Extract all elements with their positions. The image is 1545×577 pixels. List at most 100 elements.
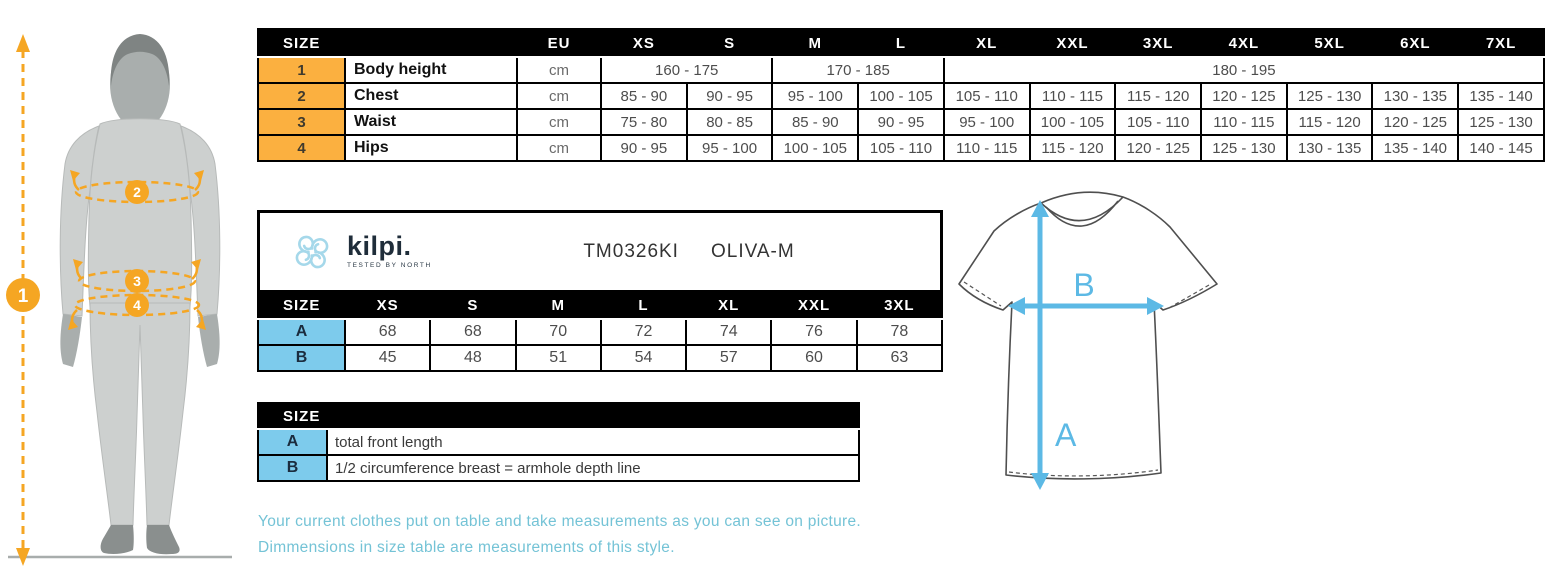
size-value-cell: 135 - 140	[1457, 82, 1545, 110]
size-header-row: SIZE EU XS S M L XL XXL 3XL 4XL 5XL 6XL 7XL	[257, 28, 1545, 58]
size-value-cell: 130 - 135	[1285, 134, 1374, 162]
size-value-cell: 170 - 185	[771, 56, 945, 84]
measure-value-cell: 63	[855, 344, 944, 372]
marker-3-badge: 3	[125, 269, 149, 293]
product-measure-row: A 68 68 70 72 74 76 78	[257, 318, 944, 346]
note-line: Dimmensions in size table are measuremen…	[258, 539, 675, 556]
body-measurement-figure: 1 2 3	[6, 34, 232, 566]
label-a: A	[1055, 417, 1077, 453]
measure-value-cell: 68	[429, 318, 517, 346]
size-value-cell: 115 - 120	[1114, 82, 1203, 110]
size-value-cell: 140 - 145	[1457, 134, 1545, 162]
measure-value-cell: 72	[599, 318, 688, 346]
kilpi-brand: kilpi. TESTED BY NORTH	[286, 226, 438, 278]
brand-tagline: TESTED BY NORTH	[347, 262, 432, 270]
marker-4-badge: 4	[125, 293, 149, 317]
size-column-header: XXL	[770, 290, 858, 320]
size-value-cell: 135 - 140	[1371, 134, 1460, 162]
size-value-cell: 85 - 90	[600, 82, 688, 110]
arrow-right-icon	[1147, 297, 1164, 315]
size-column-header: EU	[516, 28, 602, 58]
row-number-cell: 2	[257, 82, 346, 110]
arrow-icon	[191, 259, 201, 270]
arrow-up-icon	[16, 34, 30, 52]
size-column-header: S	[685, 28, 774, 58]
size-value-cell: 95 - 100	[942, 108, 1031, 136]
size-value-cell: 100 - 105	[1028, 108, 1117, 136]
measure-value-cell: 76	[770, 318, 858, 346]
right-foot	[146, 525, 180, 555]
size-value-cell: 90 - 95	[857, 108, 945, 136]
tshirt-measure-diagram: A B	[958, 191, 1218, 490]
size-column-header: 3XL	[1114, 28, 1203, 58]
measurement-row: 1 Body height cm 160 - 175 170 - 185 180 - 19…	[257, 56, 1545, 84]
size-value-cell: 125 - 130	[1457, 108, 1545, 136]
measure-description-cell: 1/2 circumference breast = armhole depth…	[326, 454, 860, 482]
size-value-cell: 125 - 130	[1285, 82, 1374, 110]
size-value-cell: 130 - 135	[1371, 82, 1460, 110]
size-value-cell: 95 - 100	[685, 134, 774, 162]
size-column-header: M	[771, 28, 860, 58]
size-column-header: XS	[600, 28, 688, 58]
size-value-cell: 105 - 110	[857, 134, 945, 162]
hair	[110, 34, 170, 86]
measure-value-cell: 54	[599, 344, 688, 372]
note-line: Your current clothes put on table and ta…	[258, 513, 862, 530]
marker-3-number: 3	[133, 273, 141, 289]
height-measure-line	[16, 34, 30, 566]
size-value-cell: 110 - 115	[1200, 108, 1288, 136]
measurement-row: 3 Waist cm 75 - 80 80 - 85 85 - 90 90 - 95 95 -…	[257, 108, 1545, 136]
measure-value-cell: 74	[685, 318, 773, 346]
measure-arrow-b: B	[1008, 267, 1164, 315]
size-column-header: XS	[343, 290, 432, 320]
size-value-cell: 85 - 90	[771, 108, 860, 136]
size-column-header: 3XL	[855, 290, 944, 320]
size-value-cell: 125 - 130	[1200, 134, 1288, 162]
measurement-row: 4 Hips cm 90 - 95 95 - 100 100 - 105 105 - 110…	[257, 134, 1545, 162]
label-b: B	[1073, 267, 1094, 303]
unit-cell: cm	[516, 108, 602, 136]
product-identifiers: TM0326KI OLIVA-M	[438, 241, 940, 263]
tshirt-outline	[958, 191, 1218, 480]
row-label-cell: Chest	[344, 82, 518, 110]
measure-value-cell: 78	[855, 318, 944, 346]
arrow-icon	[194, 170, 204, 181]
product-style-name: OLIVA-M	[710, 240, 795, 262]
measure-description-cell: total front length	[326, 428, 860, 456]
size-value-cell: 75 - 80	[600, 108, 688, 136]
size-column-header: L	[857, 28, 945, 58]
size-value-cell: 95 - 100	[771, 82, 860, 110]
arrow-down-icon	[16, 548, 30, 566]
size-value-cell: 110 - 115	[942, 134, 1031, 162]
size-value-cell: 100 - 105	[771, 134, 860, 162]
unit-cell: cm	[516, 134, 602, 162]
size-value-cell: 90 - 95	[685, 82, 774, 110]
measure-key-cell: A	[257, 318, 346, 346]
measure-value-cell: 60	[770, 344, 858, 372]
marker-2-badge: 2	[125, 180, 149, 204]
arrow-left-icon	[1008, 297, 1025, 315]
product-size-panel: kilpi. TESTED BY NORTH TM0326KI OLIVA-M …	[257, 210, 944, 372]
product-measure-row: B 45 48 51 54 57 60 63	[257, 344, 944, 372]
size-column-header: 4XL	[1200, 28, 1288, 58]
measure-value-cell: 70	[514, 318, 602, 346]
measure-value-cell: 57	[685, 344, 773, 372]
size-value-cell: 105 - 110	[1114, 108, 1203, 136]
arrow-icon	[73, 259, 83, 270]
product-header-row: SIZE XS S M L XL XXL 3XL	[257, 290, 944, 320]
size-column-header: XL	[942, 28, 1031, 58]
measure-value-cell: 45	[343, 344, 432, 372]
size-column-header: 7XL	[1457, 28, 1545, 58]
size-column-header: 5XL	[1285, 28, 1374, 58]
measure-value-cell: 51	[514, 344, 602, 372]
size-value-cell: 115 - 120	[1028, 134, 1117, 162]
size-column-header: XL	[685, 290, 773, 320]
unit-cell: cm	[516, 56, 602, 84]
size-value-cell: 80 - 85	[685, 108, 774, 136]
marker-1-badge: 1	[6, 278, 40, 312]
marker-4-number: 4	[133, 297, 141, 313]
size-column-header: XXL	[1028, 28, 1117, 58]
kilpi-logo-icon	[295, 235, 329, 268]
row-label-cell: Hips	[344, 134, 518, 162]
